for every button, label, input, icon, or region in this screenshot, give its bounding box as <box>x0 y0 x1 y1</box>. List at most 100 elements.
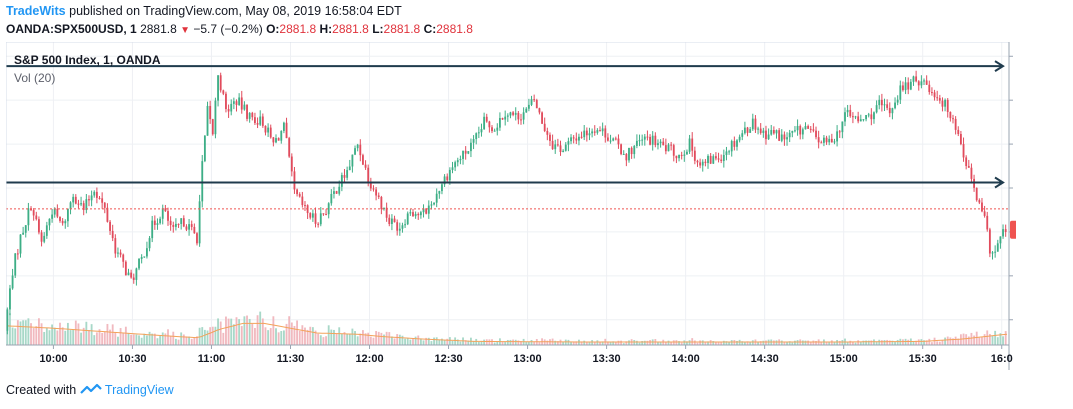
candle-body <box>841 121 844 133</box>
volume-bar <box>1002 336 1004 345</box>
candle-body <box>390 218 393 224</box>
arrow-right-icon <box>994 60 1005 73</box>
candle-body <box>504 116 507 120</box>
volume-bar <box>225 316 227 345</box>
volume-bar <box>699 340 702 345</box>
volume-bar <box>514 339 517 345</box>
candle-body <box>957 129 960 135</box>
volume-bar <box>809 342 812 345</box>
volume-bar <box>612 341 615 345</box>
candle-body <box>261 116 264 126</box>
created-with-text: Created with <box>6 383 77 397</box>
chart-area[interactable]: 2896.02892.02888.02884.02880.02876.02872… <box>5 41 1054 370</box>
volume-bar <box>264 327 267 345</box>
volume-bar <box>282 330 285 345</box>
candle-body <box>635 140 638 146</box>
high-value: 2881.8 <box>332 22 369 36</box>
candle-body <box>541 112 543 124</box>
author-link[interactable]: TradeWits <box>6 4 66 18</box>
volume-bar <box>701 340 704 345</box>
volume-bar <box>720 341 723 345</box>
candle-body <box>264 125 267 133</box>
volume-bar <box>251 323 254 345</box>
candle-body <box>269 127 272 138</box>
volume-bar <box>119 328 122 345</box>
volume-bar <box>704 342 707 345</box>
published-text: published on TradingView.com, May 08, 20… <box>69 4 402 18</box>
candle-body <box>422 208 425 213</box>
candle-body <box>95 191 98 198</box>
candle-body <box>936 97 939 99</box>
volume-bar <box>346 333 349 345</box>
volume-bar <box>865 340 867 345</box>
candle-body <box>512 112 515 115</box>
candle-body <box>40 232 43 242</box>
volume-bar <box>988 333 991 345</box>
volume-bar <box>833 341 836 345</box>
candle-body <box>475 133 478 140</box>
candle-body <box>643 136 646 140</box>
trend-lines[interactable] <box>6 60 1005 189</box>
volume-bar <box>938 341 941 345</box>
volume-bar <box>14 328 17 345</box>
volume-bar <box>343 332 346 345</box>
close-value: 2881.8 <box>436 22 473 36</box>
candle-body <box>225 93 227 110</box>
volume-bar <box>1004 331 1007 345</box>
volume-bar <box>296 320 299 345</box>
volume-bar <box>554 340 557 345</box>
volume-bar <box>828 341 831 345</box>
volume-bar <box>280 331 283 345</box>
candle-body <box>164 208 167 212</box>
volume-bar <box>404 338 407 345</box>
candle-body <box>941 100 944 107</box>
volume-bar <box>409 339 412 345</box>
candle-body <box>554 144 557 150</box>
candle-body <box>275 138 277 143</box>
candle-body <box>438 191 441 194</box>
volume-bar <box>290 322 293 345</box>
candle-body <box>35 215 38 220</box>
price-chart[interactable]: 2896.02892.02888.02884.02880.02876.02872… <box>5 41 1054 370</box>
volume-bar <box>417 335 420 345</box>
candle-body <box>762 130 765 133</box>
volume-bar <box>617 340 620 345</box>
volume-bar <box>246 315 248 345</box>
volume-bar <box>851 341 854 345</box>
volume-bar <box>765 340 767 345</box>
candle-body <box>886 104 889 108</box>
volume-bar <box>222 332 225 345</box>
volume-bar <box>441 338 443 345</box>
volume-bar <box>267 330 270 345</box>
volume-bar <box>364 333 367 345</box>
volume-bar <box>16 320 19 345</box>
published-line: TradeWits published on TradingView.com, … <box>6 4 402 18</box>
candle-body <box>904 82 907 91</box>
volume-bars <box>6 311 1007 345</box>
volume-bar <box>209 327 212 345</box>
volume-bar <box>93 335 96 345</box>
volume-bar <box>88 330 90 345</box>
tradingview-link[interactable]: TradingView <box>104 383 174 397</box>
candle-body <box>109 221 111 231</box>
candle-body <box>298 194 301 197</box>
volume-bar <box>43 331 46 345</box>
candle-body <box>140 257 143 259</box>
volume-bar <box>846 342 849 345</box>
candle-body <box>838 131 841 133</box>
candle-body <box>525 108 528 113</box>
volume-bar <box>707 341 709 345</box>
candle-body <box>543 123 546 131</box>
candle-body <box>846 109 849 113</box>
candle-body <box>443 176 446 185</box>
candle-body <box>622 153 625 155</box>
candle-body <box>786 137 788 140</box>
time-axis[interactable]: 10:00 10:30 11:00 11:30 12:00 12:30 13:00 13:30… <box>39 345 1013 365</box>
candle-body <box>717 158 720 160</box>
volume-bar <box>230 318 233 345</box>
price-axis[interactable]: 2896.02892.02888.02884.02880.02876.02872… <box>1009 51 1050 327</box>
candle-body <box>654 135 657 146</box>
candle-body <box>430 204 433 206</box>
volume-bar <box>211 326 214 345</box>
candle-body <box>148 238 151 249</box>
